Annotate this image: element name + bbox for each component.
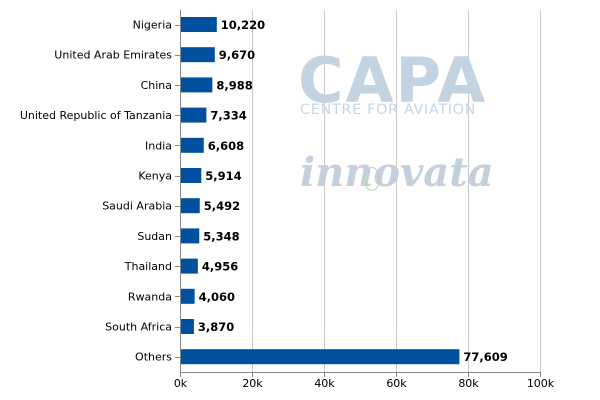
value-label: 3,870 <box>198 320 234 334</box>
category-label: Thailand <box>124 260 172 273</box>
value-label: 5,348 <box>203 229 239 243</box>
bar <box>181 137 204 153</box>
bar <box>181 168 202 183</box>
x-tick-label: 0k <box>174 377 188 390</box>
category-label: Saudi Arabia <box>102 200 172 213</box>
bar <box>181 107 207 123</box>
bar <box>181 228 200 244</box>
value-label: 9,670 <box>219 48 255 62</box>
bar <box>181 319 194 334</box>
x-tick-label: 100k <box>527 377 555 390</box>
value-label: 4,956 <box>202 260 238 274</box>
category-label: India <box>145 139 172 152</box>
category-label: Rwanda <box>128 290 172 303</box>
category-label: China <box>141 79 172 92</box>
bar <box>181 258 198 274</box>
x-tick-label: 80k <box>458 377 479 390</box>
x-tick-label: 40k <box>314 377 335 390</box>
value-label: 10,220 <box>221 18 265 32</box>
x-tick-label: 60k <box>386 377 407 390</box>
category-label: Nigeria <box>133 19 172 32</box>
bar <box>181 77 213 93</box>
category-label: United Arab Emirates <box>54 49 172 62</box>
value-label: 5,492 <box>204 199 240 213</box>
value-label: 6,608 <box>208 139 244 153</box>
category-label: South Africa <box>105 321 172 334</box>
bar <box>181 198 200 214</box>
category-label: Others <box>135 351 172 364</box>
value-label: 77,609 <box>463 350 507 364</box>
category-label: United Republic of Tanzania <box>20 109 172 122</box>
bar <box>181 349 460 365</box>
value-label: 8,988 <box>216 78 252 92</box>
category-label: Kenya <box>138 170 172 183</box>
value-label: 7,334 <box>210 109 246 123</box>
value-label: 5,914 <box>205 169 241 183</box>
x-tick-label: 20k <box>242 377 263 390</box>
category-label: Sudan <box>137 230 172 243</box>
value-label: 4,060 <box>199 290 235 304</box>
bar <box>181 288 195 304</box>
bar <box>181 47 215 63</box>
bar <box>181 17 217 32</box>
